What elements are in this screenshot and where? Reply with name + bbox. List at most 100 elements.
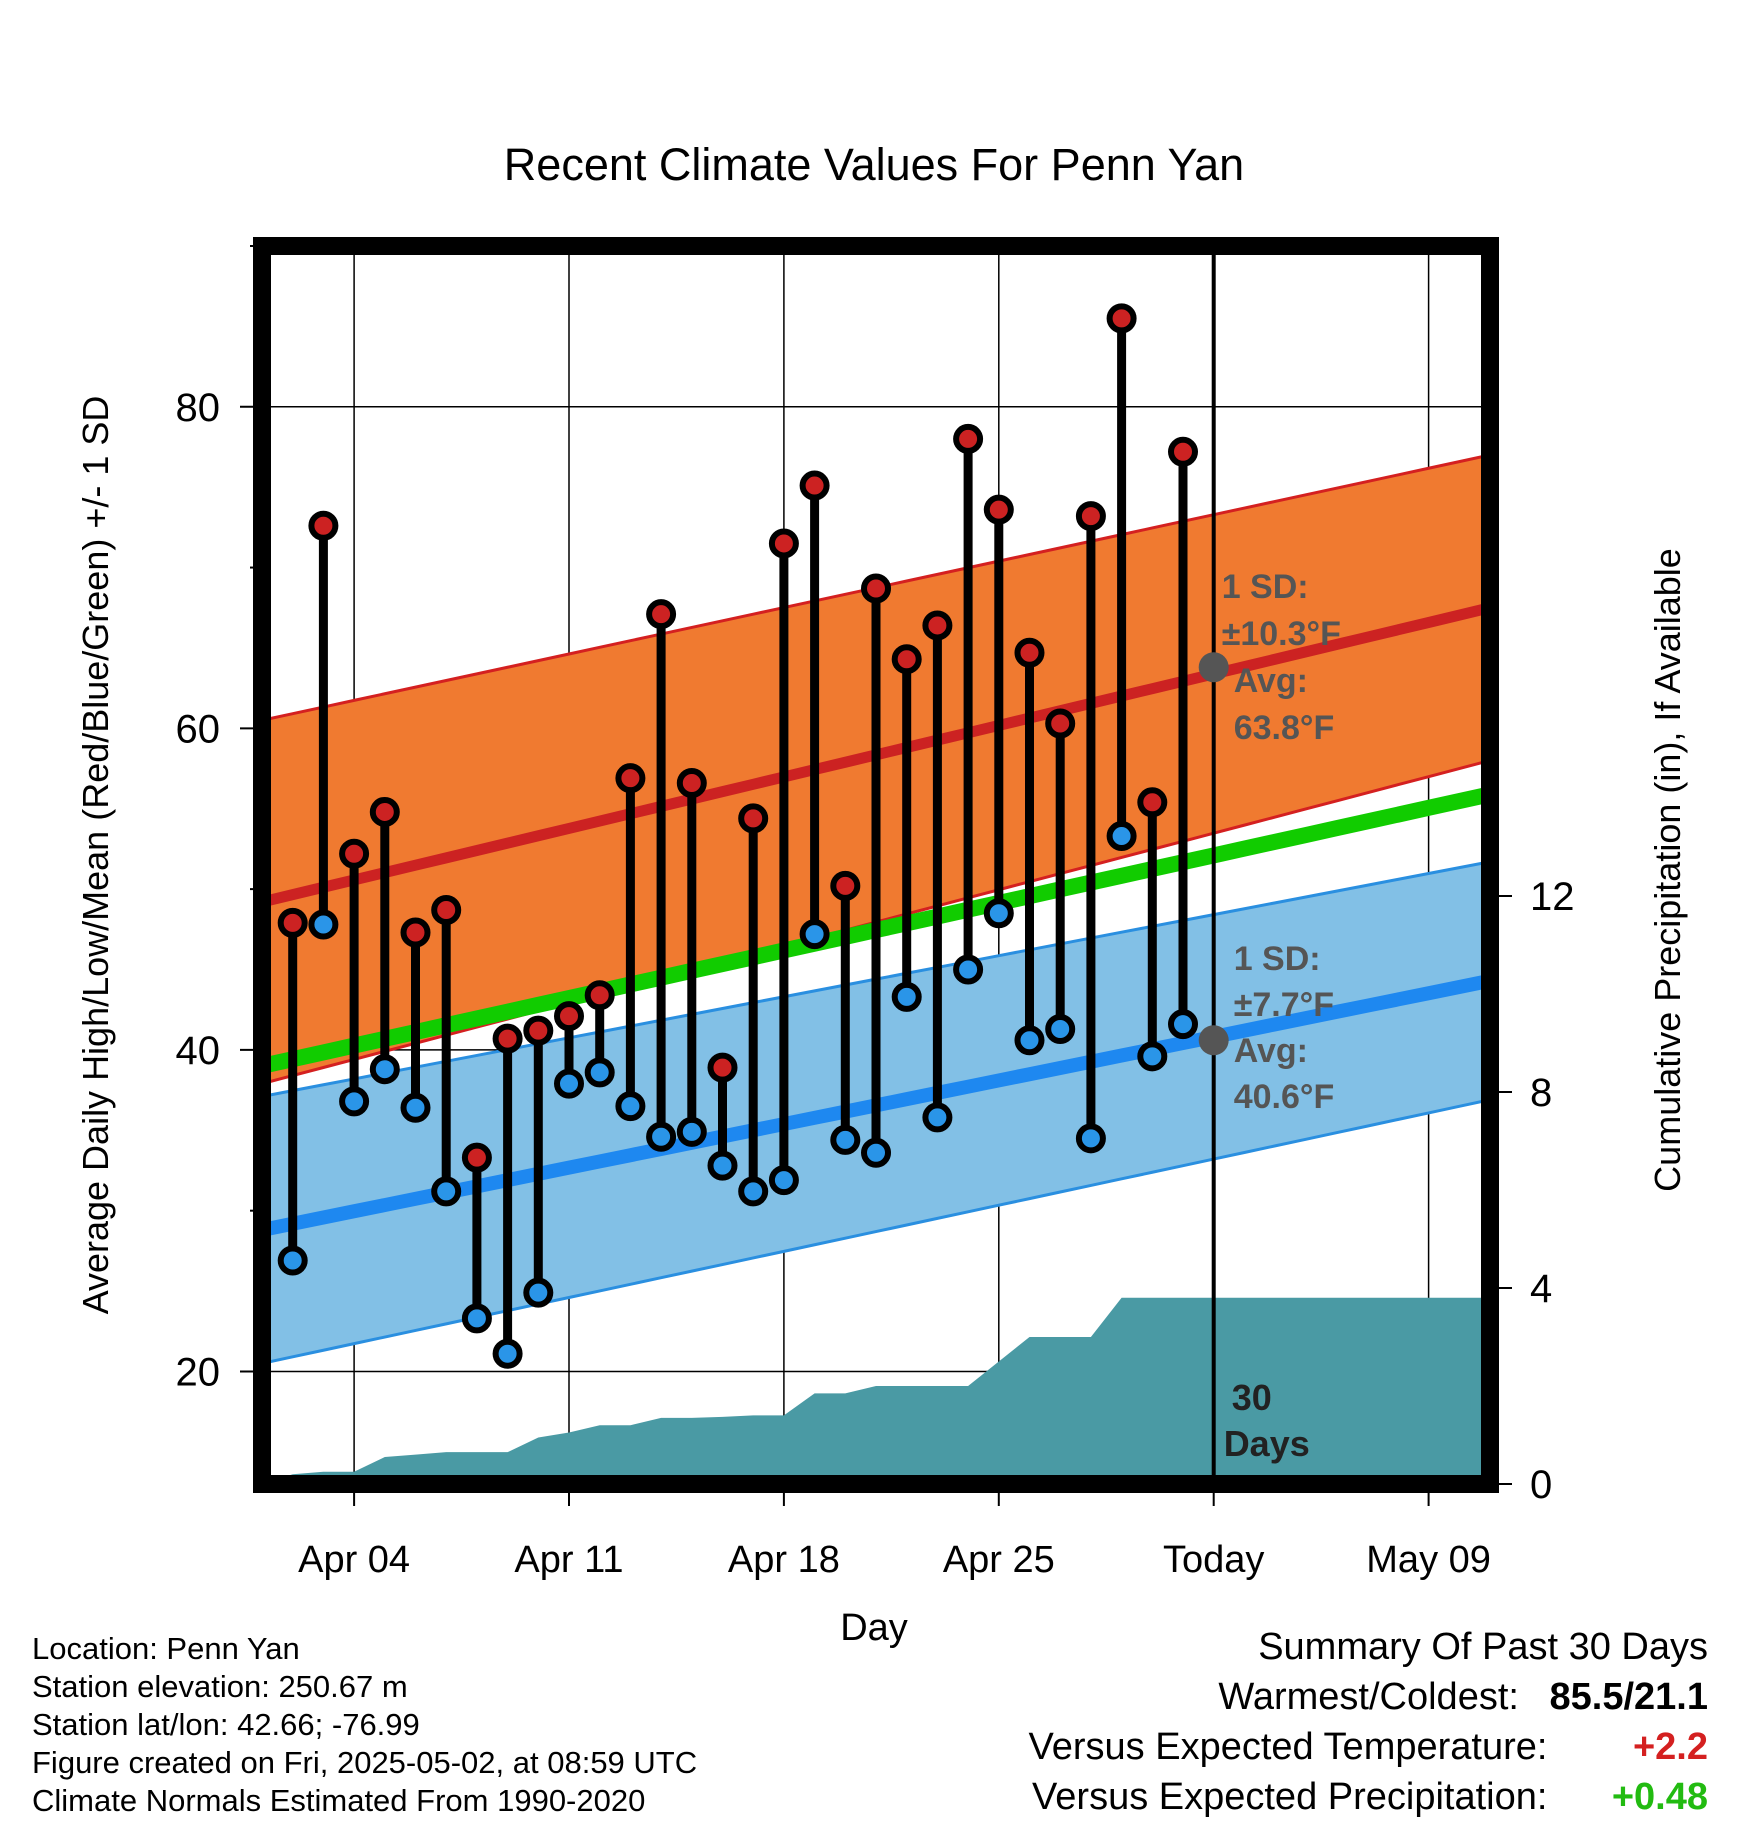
temp-vs-expected-label: Versus Expected Temperature: xyxy=(1028,1726,1548,1768)
daily-low-point xyxy=(554,1068,584,1099)
daily-low-point xyxy=(308,909,339,940)
x-axis-label: Day xyxy=(840,1607,908,1649)
precip-vs-expected-value: +0.48 xyxy=(1611,1776,1708,1818)
warm-cold-value: 85.5/21.1 xyxy=(1549,1676,1708,1718)
days-count: 30 xyxy=(1232,1377,1272,1418)
daily-high-point xyxy=(676,768,707,799)
y2-tick-label: 4 xyxy=(1530,1267,1552,1311)
temp-vs-expected-value: +2.2 xyxy=(1632,1726,1708,1768)
daily-low-point xyxy=(983,898,1014,929)
low-sd-value: ±7.7°F xyxy=(1234,986,1334,1024)
daily-high-point xyxy=(861,573,891,604)
daily-high-point xyxy=(431,895,462,926)
daily-high-point xyxy=(1168,436,1198,467)
daily-high-point xyxy=(983,494,1014,525)
x-tick-label: Apr 25 xyxy=(943,1539,1055,1581)
x-tick-label: May 09 xyxy=(1366,1539,1491,1581)
summary-panel: Summary Of Past 30 Days Warmest/Coldest:… xyxy=(1029,1622,1708,1822)
daily-low-point xyxy=(492,1338,523,1369)
daily-low-point xyxy=(1014,1025,1045,1056)
daily-low-point xyxy=(768,1165,799,1196)
days-word: Days xyxy=(1224,1423,1310,1464)
daily-high-point xyxy=(707,1052,738,1083)
y-tick-label: 20 xyxy=(176,1350,221,1394)
y-axis-label: Average Daily High/Low/Mean (Red/Blue/Gr… xyxy=(75,396,116,1315)
daily-low-point xyxy=(369,1054,400,1085)
daily-low-point xyxy=(953,954,984,985)
daily-low-point xyxy=(861,1137,891,1168)
latlon-text: Station lat/lon: 42.66; -76.99 xyxy=(32,1707,420,1742)
y2-tick-label: 8 xyxy=(1530,1071,1552,1115)
y2-axis-label: Cumulative Precipitation (in), If Availa… xyxy=(1647,548,1688,1192)
daily-high-point xyxy=(1106,303,1137,334)
precip-vs-expected-label: Versus Expected Precipitation: xyxy=(1032,1776,1548,1818)
daily-low-point xyxy=(1045,1013,1076,1044)
summary-row-precip: Versus Expected Precipitation: +0.48 xyxy=(1029,1772,1708,1822)
summary-row-warm-cold: Warmest/Coldest: 85.5/21.1 xyxy=(1029,1672,1708,1722)
daily-high-point xyxy=(1137,787,1168,818)
daily-low-point xyxy=(615,1091,646,1122)
daily-high-point xyxy=(830,870,861,901)
daily-high-point xyxy=(1014,637,1045,668)
daily-low-point xyxy=(1106,821,1137,852)
daily-low-point xyxy=(799,919,830,950)
warm-cold-label: Warmest/Coldest: xyxy=(1218,1676,1519,1718)
daily-high-point xyxy=(1045,708,1076,739)
elevation-text: Station elevation: 250.67 m xyxy=(32,1669,408,1704)
daily-low-point xyxy=(461,1303,492,1334)
daily-low-point xyxy=(1137,1041,1168,1072)
today-avg-high-marker xyxy=(1198,652,1229,683)
daily-low-point xyxy=(339,1086,370,1117)
daily-high-point xyxy=(1075,501,1106,532)
daily-low-point xyxy=(738,1176,769,1207)
created-text: Figure created on Fri, 2025-05-02, at 08… xyxy=(32,1745,698,1780)
daily-high-point xyxy=(277,907,308,938)
daily-high-point xyxy=(615,763,646,794)
daily-high-point xyxy=(461,1142,492,1173)
daily-high-point xyxy=(922,610,953,641)
daily-low-point xyxy=(922,1102,953,1133)
summary-title: Summary Of Past 30 Days xyxy=(1258,1626,1708,1668)
x-tick-label: Today xyxy=(1163,1539,1264,1581)
daily-high-point xyxy=(339,838,370,869)
y2-tick-label: 0 xyxy=(1530,1463,1552,1507)
daily-high-point xyxy=(891,644,922,675)
low-avg-value: 40.6°F xyxy=(1234,1078,1335,1116)
cumulative-precip-area xyxy=(262,1297,1490,1484)
high-avg-label: Avg: xyxy=(1234,662,1308,700)
daily-high-point xyxy=(584,980,615,1011)
daily-high-point xyxy=(308,510,339,541)
daily-low-point xyxy=(891,981,922,1012)
plot-area: 1 SD: ±10.3°F Avg: 63.8°F 1 SD: ±7.7°F Avg: 40.… xyxy=(262,246,1490,1484)
x-tick-label: Apr 11 xyxy=(514,1539,623,1581)
daily-low-point xyxy=(1168,1009,1198,1040)
daily-low-point xyxy=(431,1176,462,1207)
y-tick-label: 40 xyxy=(176,1029,221,1073)
daily-high-point xyxy=(799,470,830,501)
chart-title: Recent Climate Values For Penn Yan xyxy=(504,139,1244,190)
high-sd-label: 1 SD: xyxy=(1222,568,1309,606)
location-text: Location: Penn Yan xyxy=(32,1631,300,1666)
x-tick-label: Apr 18 xyxy=(728,1539,840,1581)
daily-low-point xyxy=(584,1057,615,1088)
low-avg-label: Avg: xyxy=(1234,1032,1308,1070)
daily-high-point xyxy=(738,803,769,834)
normals-text: Climate Normals Estimated From 1990-2020 xyxy=(32,1783,646,1818)
daily-low-point xyxy=(523,1277,554,1308)
daily-high-point xyxy=(768,528,799,559)
daily-high-point xyxy=(492,1023,523,1054)
low-sd-label: 1 SD: xyxy=(1234,940,1321,978)
y-tick-label: 80 xyxy=(176,386,221,430)
x-tick-label: Apr 04 xyxy=(298,1539,410,1581)
daily-high-point xyxy=(554,1001,584,1032)
daily-low-point xyxy=(830,1124,861,1155)
y-tick-label: 60 xyxy=(176,707,221,751)
daily-low-point xyxy=(676,1116,707,1147)
daily-high-point xyxy=(400,917,431,948)
daily-high-point xyxy=(523,1015,554,1046)
daily-high-point xyxy=(369,796,400,827)
high-avg-value: 63.8°F xyxy=(1234,709,1335,747)
daily-low-point xyxy=(646,1121,677,1152)
daily-high-point xyxy=(646,599,677,630)
